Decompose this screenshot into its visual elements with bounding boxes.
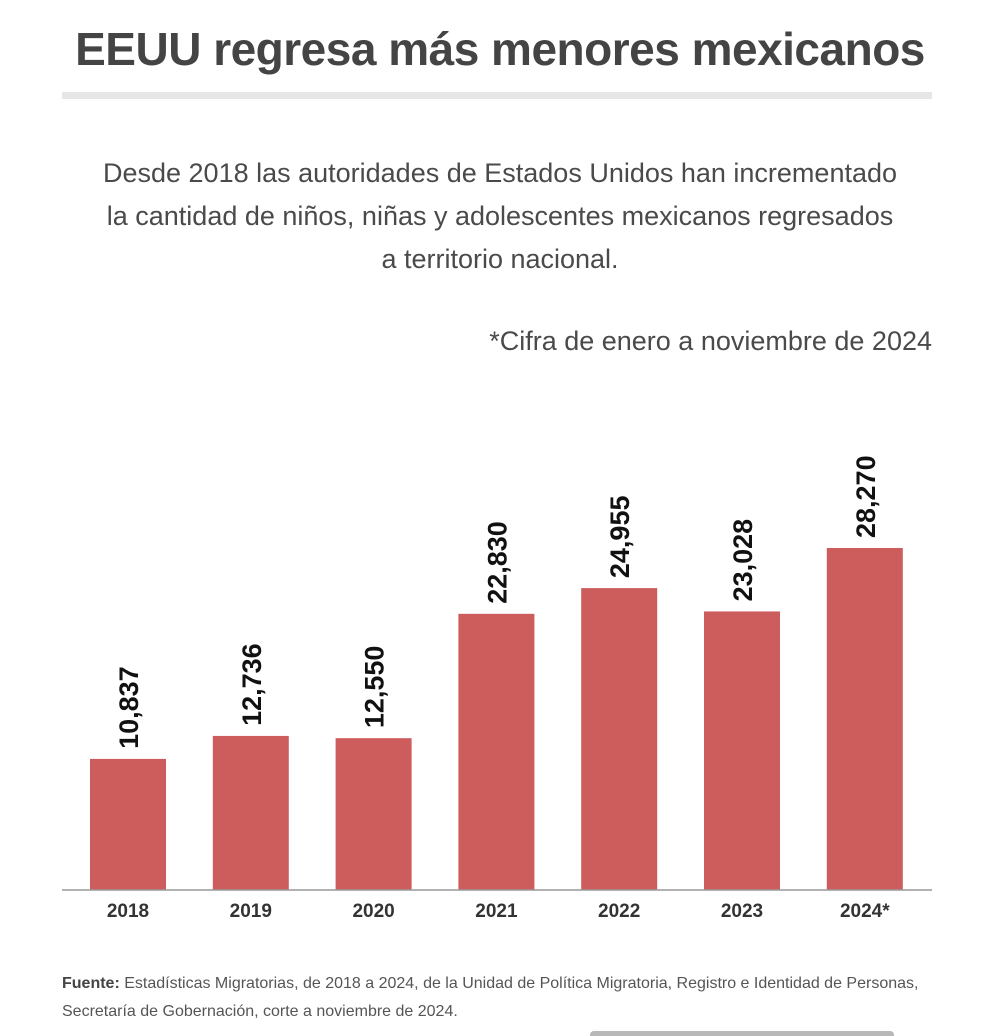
data-label: 23,028 — [728, 519, 758, 602]
source-text: Estadísticas Migratorias, de 2018 a 2024… — [62, 975, 919, 1020]
bars-layer — [90, 548, 903, 890]
data-label: 12,550 — [360, 646, 390, 729]
x-tick-label: 2024* — [840, 901, 890, 922]
bar-2022 — [581, 588, 658, 890]
bar-chart: 10,837 2018 12,736 2019 12,550 2020 22,830 2021… — [62, 455, 932, 922]
source-label: Fuente: — [62, 975, 120, 992]
chart-subtitle: Desde 2018 las autoridades de Estados Un… — [102, 158, 898, 274]
x-tick-label: 2019 — [230, 901, 272, 922]
bar-2020 — [335, 738, 412, 890]
data-label: 10,837 — [114, 666, 144, 749]
chart-title: EEUU regresa más menores mexicanos — [75, 23, 925, 75]
x-tick-label: 2023 — [721, 901, 763, 922]
bar-2019 — [212, 735, 289, 890]
bottom-scroll-handle — [590, 1031, 894, 1036]
bar-2021 — [458, 613, 535, 890]
labels-layer: 10,837 2018 12,736 2019 12,550 2020 22,830 2021… — [107, 455, 890, 922]
data-label: 24,955 — [605, 496, 635, 579]
title-divider — [62, 92, 932, 99]
bar-2023 — [704, 611, 780, 890]
source-note: Fuente: Estadísticas Migratorias, de 201… — [62, 970, 942, 1026]
x-tick-label: 2022 — [598, 901, 640, 922]
data-label: 12,736 — [237, 643, 267, 726]
x-tick-label: 2020 — [352, 901, 394, 922]
x-tick-label: 2018 — [107, 901, 149, 922]
bar-2024 — [826, 548, 903, 890]
bar-2018 — [90, 758, 166, 890]
chart-footnote: *Cifra de enero a noviembre de 2024 — [489, 326, 932, 356]
data-label: 28,270 — [851, 455, 881, 538]
x-tick-label: 2021 — [475, 901, 518, 922]
data-label: 22,830 — [482, 521, 512, 604]
